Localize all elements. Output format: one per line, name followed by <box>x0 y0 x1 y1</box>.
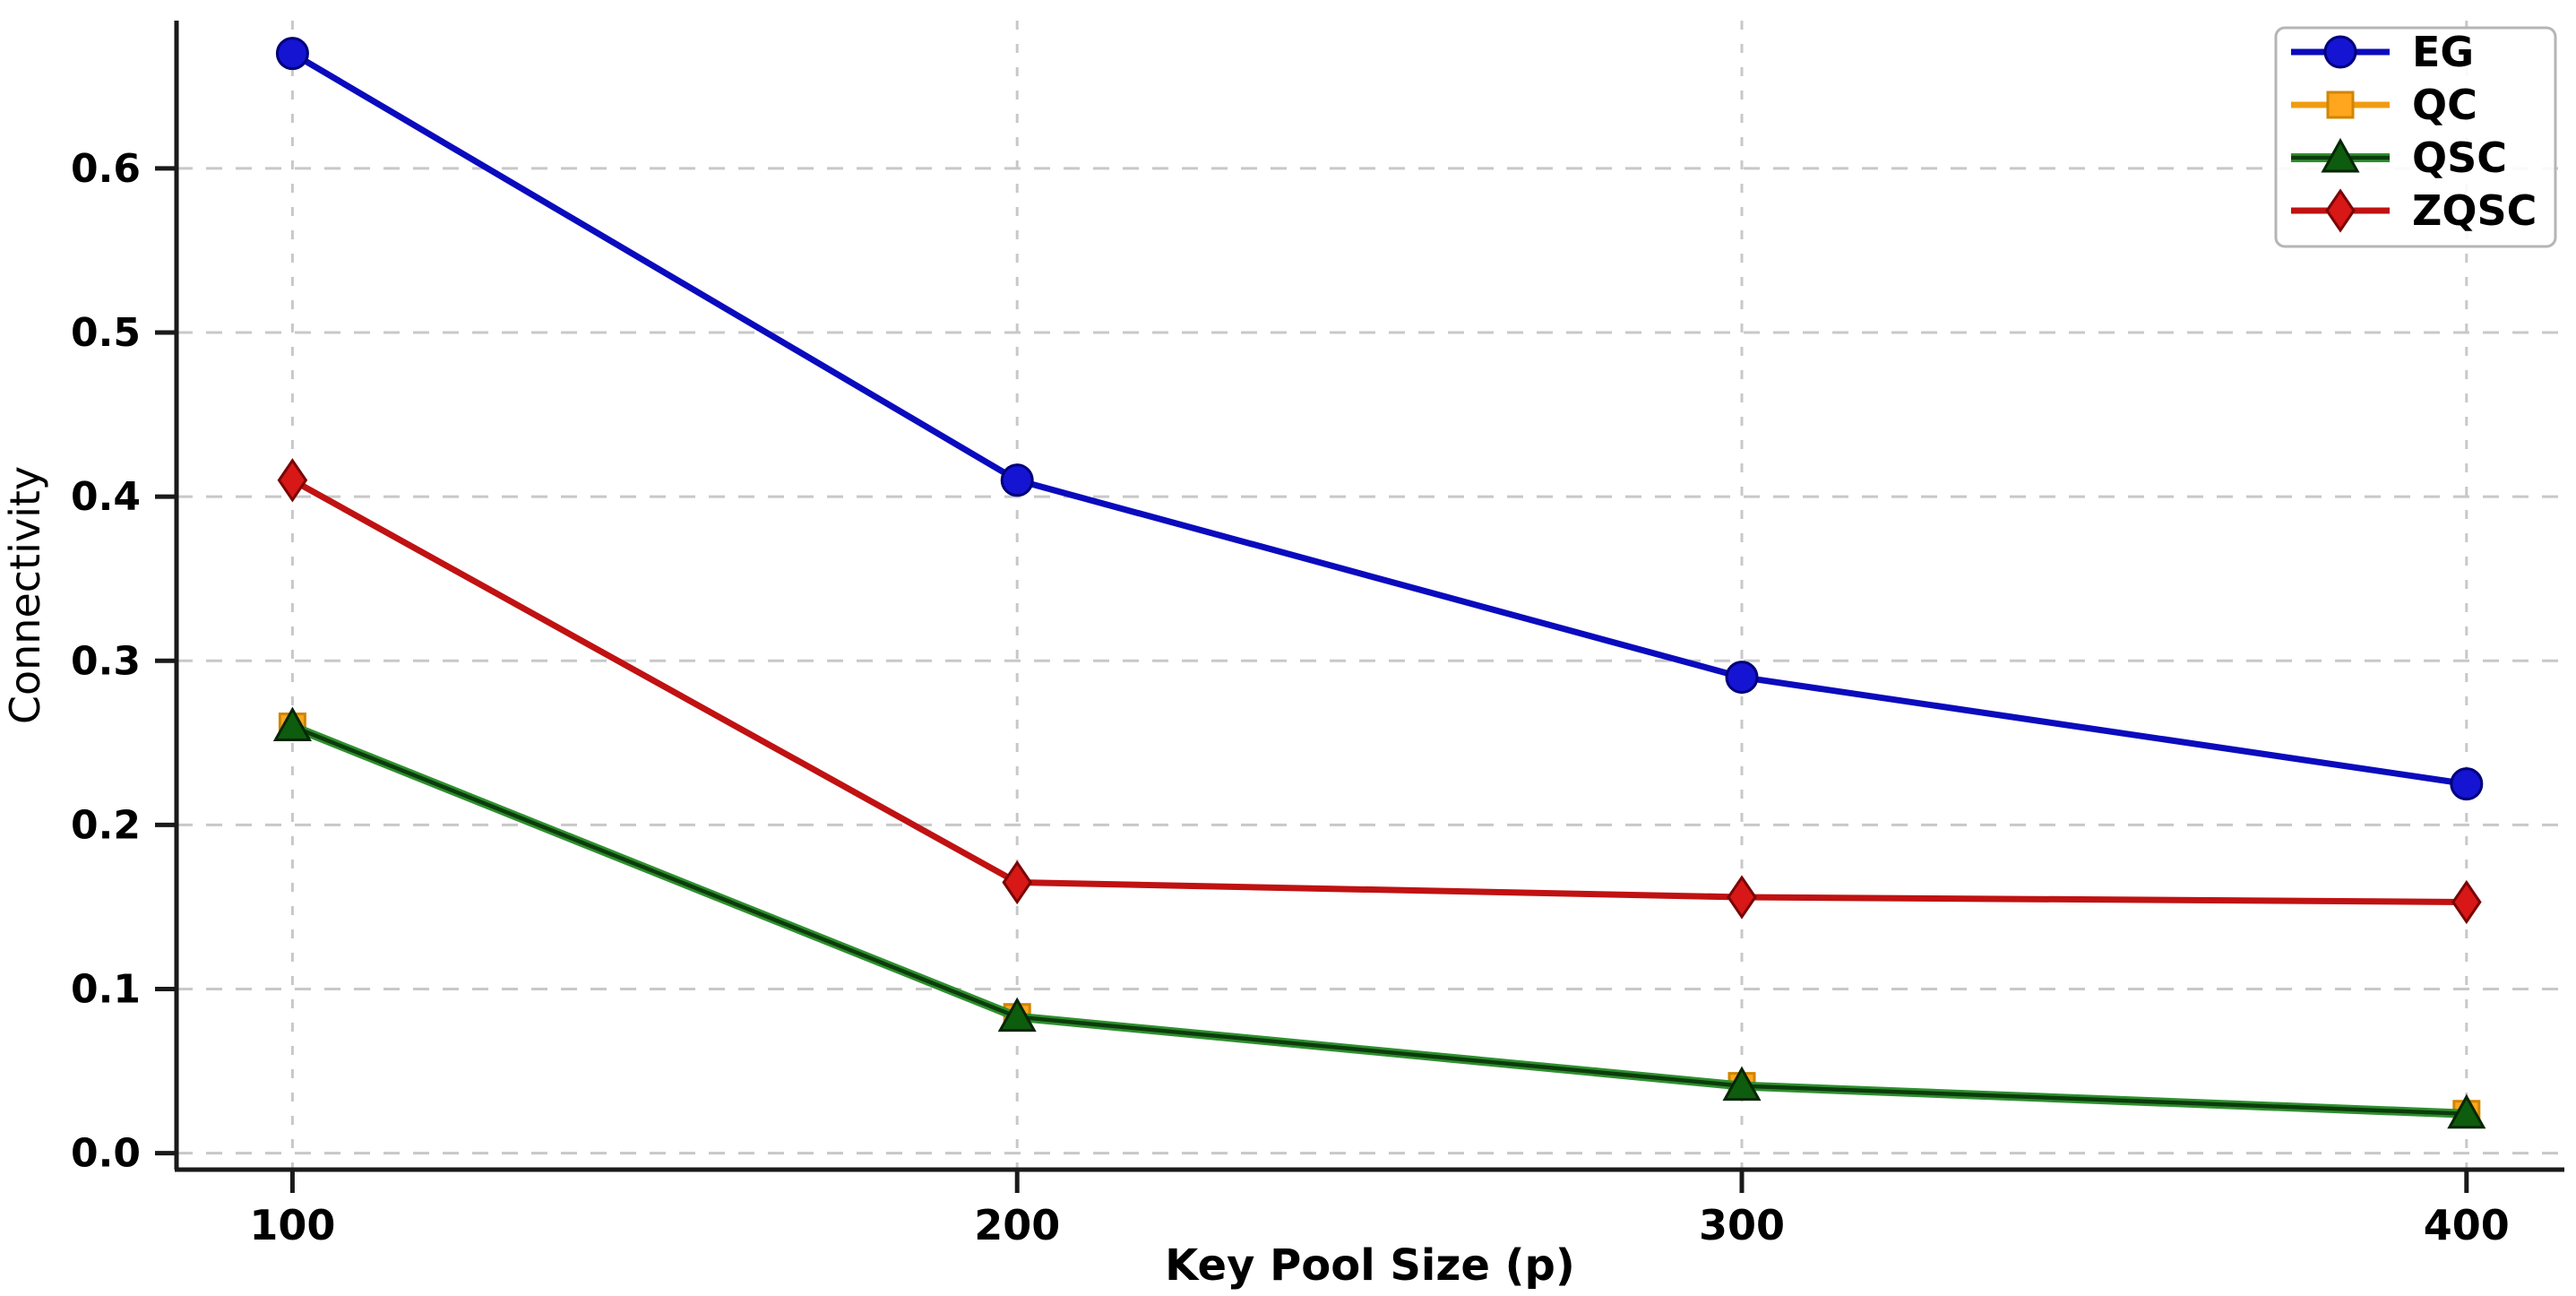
series-QC-marker-legend <box>2326 91 2355 119</box>
data-series-layer <box>272 37 2486 1129</box>
series-EG <box>275 37 2484 801</box>
legend-item-eg: EG <box>2291 28 2474 76</box>
series-ZQSC-marker <box>277 458 308 503</box>
series-QC <box>278 713 2481 1128</box>
series-QSC <box>272 706 2486 1129</box>
y-tick-label: 0.2 <box>71 802 141 848</box>
y-tick-label: 0.4 <box>71 474 141 520</box>
legend-item-qc: QC <box>2291 81 2477 129</box>
series-ZQSC-marker <box>1727 875 1757 920</box>
axes-ticks: 0.0 0.1 0.2 0.3 0.4 0.5 0.6 100 200 300 400 <box>71 146 2510 1249</box>
series-EG-marker-legend <box>2323 35 2357 69</box>
x-tick-label: 100 <box>249 1201 335 1249</box>
y-tick-label: 0.6 <box>71 146 141 192</box>
y-tick-label: 0.3 <box>71 638 141 684</box>
series-EG-marker <box>1000 463 1034 497</box>
series-QSC-line <box>290 724 2469 1116</box>
series-EG-marker <box>275 37 309 71</box>
legend-item-zqsc: ZQSC <box>2291 186 2537 235</box>
series-ZQSC-line <box>289 477 2470 905</box>
series-EG-marker <box>2450 767 2484 801</box>
legend-item-qsc: QSC <box>2291 134 2507 182</box>
legend-label-qc: QC <box>2412 81 2477 129</box>
series-ZQSC-marker-legend <box>2325 188 2356 233</box>
legend-label-zqsc: ZQSC <box>2412 186 2537 235</box>
series-ZQSC-marker <box>1002 860 1033 905</box>
series-ZQSC-marker <box>2451 879 2482 925</box>
y-tick-label: 0.1 <box>71 967 141 1013</box>
series-QSC-marker <box>2447 1093 2486 1129</box>
x-axis-label: Key Pool Size (p) <box>1165 1240 1575 1291</box>
series-QSC-marker <box>1722 1066 1762 1102</box>
series-EG-marker <box>1725 661 1759 695</box>
series-EG-line <box>289 50 2470 788</box>
legend-label-qsc: QSC <box>2412 134 2507 182</box>
series-QSC-marker <box>997 997 1037 1032</box>
x-tick-label: 300 <box>1699 1201 1785 1249</box>
y-tick-label: 0.0 <box>71 1131 141 1177</box>
series-QSC-marker <box>272 706 312 742</box>
legend-label-eg: EG <box>2412 28 2474 76</box>
series-QSC-marker-legend <box>2321 137 2360 173</box>
y-tick-label: 0.5 <box>71 310 141 356</box>
grid-layer <box>177 21 2564 1170</box>
series-QSC-line-halo <box>288 721 2471 1119</box>
series-ZQSC <box>277 458 2482 925</box>
legend-box <box>2274 26 2557 248</box>
y-axis-label: Connectivity <box>1 466 49 724</box>
x-tick-label: 200 <box>974 1201 1060 1249</box>
axes-spines <box>174 21 2564 1172</box>
x-tick-label: 400 <box>2424 1201 2510 1249</box>
